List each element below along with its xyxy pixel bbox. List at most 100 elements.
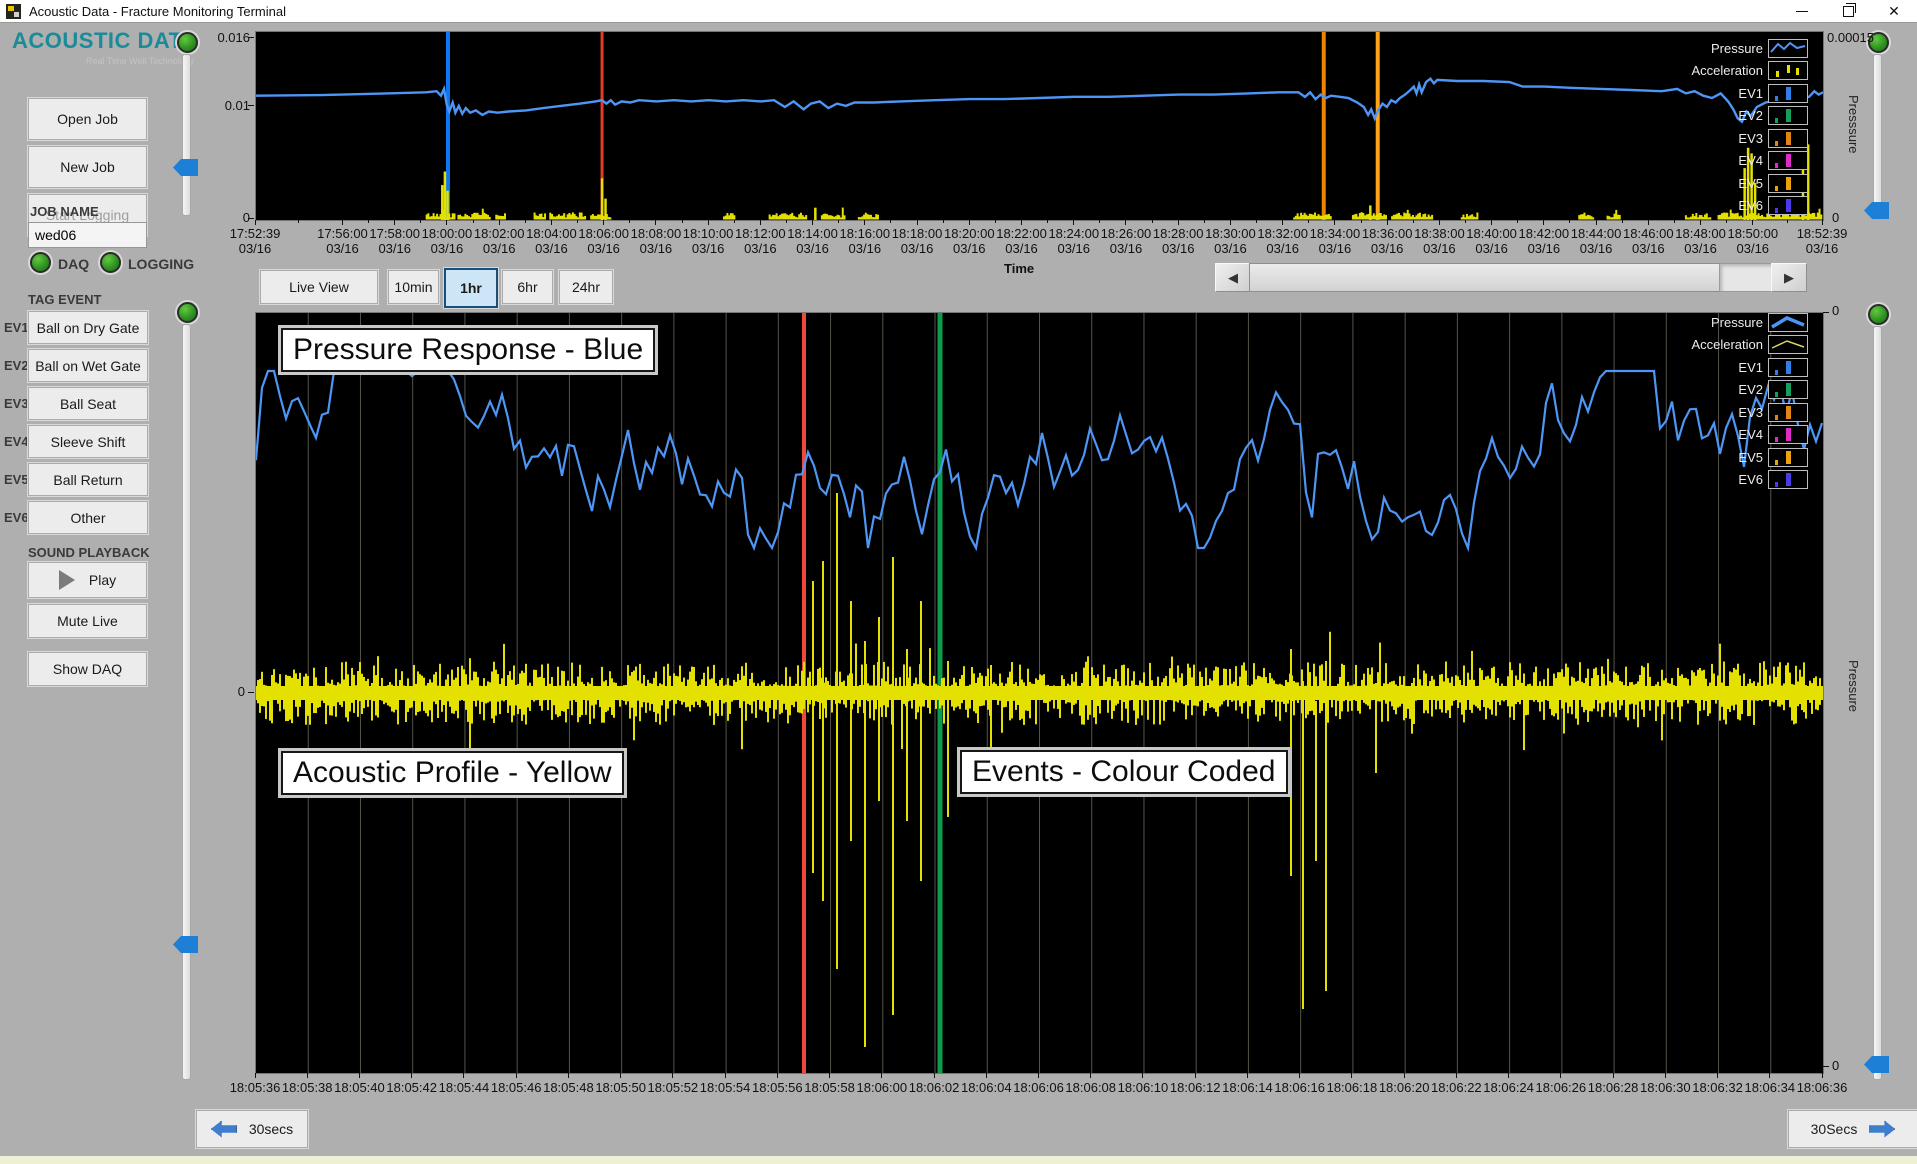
scrollbar-thumb[interactable] [1249,263,1721,292]
legend-item-ev3[interactable]: EV3 [1652,401,1808,424]
arrow-right-icon [1869,1121,1895,1138]
bottom-x-tick-label: 18:05:36 [230,1080,281,1095]
legend-item-ev5[interactable]: EV5 [1652,172,1808,195]
scrollbar-right-arrow[interactable]: ▶ [1771,263,1807,292]
legend-bar-icon [1768,84,1808,103]
legend-item-ev4[interactable]: EV4 [1652,424,1808,447]
restore-icon [1843,6,1854,17]
top-x-tick-label: 18:00:0003/16 [422,226,473,256]
play-button[interactable]: Play [28,562,147,598]
legend-item-pressure[interactable]: Pressure [1652,37,1808,60]
top-x-tick-label: 18:50:0003/16 [1727,226,1778,256]
legend-item-pressure[interactable]: Pressure [1652,311,1808,334]
bottom-right-slider-handle[interactable] [1864,1056,1889,1073]
bottom-x-tick-label: 18:06:04 [961,1080,1012,1095]
bottom-x-tick-label: 18:05:44 [439,1080,490,1095]
legend-label: EV1 [1738,360,1763,375]
top-left-slider-track[interactable] [182,54,191,216]
back-30secs-button[interactable]: 30secs [196,1110,308,1148]
top-x-tick-label: 18:18:0003/16 [892,226,943,256]
minimize-icon [1796,11,1808,12]
top-x-tick-label: 18:34:0003/16 [1310,226,1361,256]
top-x-tick-label: 18:32:0003/16 [1257,226,1308,256]
legend-bar-icon [1768,425,1808,444]
forward-30secs-button[interactable]: 30Secs [1788,1110,1917,1148]
ev1-label: EV1 [4,320,29,335]
legend-dashes-icon [1768,61,1808,80]
top-y-axis-mid: 0.01 [225,98,250,113]
top-x-tick-label: 18:14:0003/16 [787,226,838,256]
mute-live-button[interactable]: Mute Live [28,604,147,638]
labview-app-icon [6,4,21,19]
top-right-axis-max: 0.00015 [1827,30,1874,45]
tag-event-ev4-button[interactable]: Sleeve Shift [28,425,148,458]
window-title: Acoustic Data - Fracture Monitoring Term… [29,4,286,19]
range-6hr-button[interactable]: 6hr [502,270,553,304]
bottom-x-tick-label: 18:06:28 [1588,1080,1639,1095]
legend-item-ev2[interactable]: EV2 [1652,105,1808,128]
scrollbar-left-arrow[interactable]: ◀ [1215,263,1251,292]
tag-event-ev3-button[interactable]: Ball Seat [28,387,148,420]
legend-item-acceleration[interactable]: Acceleration [1652,60,1808,83]
legend-label: Pressure [1711,315,1763,330]
legend-item-ev4[interactable]: EV4 [1652,150,1808,173]
range-24hr-button[interactable]: 24hr [559,270,613,304]
show-daq-button[interactable]: Show DAQ [28,652,147,686]
bottom-strip [0,1156,1917,1164]
legend-item-ev1[interactable]: EV1 [1652,82,1808,105]
tag-event-ev2-button[interactable]: Ball on Wet Gate [28,349,148,382]
close-button[interactable]: ✕ [1871,0,1917,22]
legend-line-icon [1768,39,1808,58]
scrollbar-track[interactable] [1719,263,1773,292]
legend-bar-icon [1768,151,1808,170]
bottom-x-tick-label: 18:05:50 [595,1080,646,1095]
live-view-button[interactable]: Live View [260,270,378,304]
top-left-slider-handle[interactable] [173,159,198,176]
legend-label: EV4 [1738,153,1763,168]
bottom-x-tick-label: 18:06:30 [1640,1080,1691,1095]
top-x-tick-label: 18:30:0003/16 [1205,226,1256,256]
detail-chart-legend: Pressure Acceleration EV1 EV2 EV3 EV4 EV5EV6 [1652,311,1808,491]
legend-item-ev2[interactable]: EV2 [1652,379,1808,402]
bottom-x-tick-label: 18:06:08 [1065,1080,1116,1095]
bottom-right-slider-track[interactable] [1873,326,1882,1080]
legend-item-acceleration[interactable]: Acceleration [1652,334,1808,357]
legend-label: EV2 [1738,382,1763,397]
top-right-slider-handle[interactable] [1864,202,1889,219]
range-1hr-button[interactable]: 1hr [444,268,498,308]
range-10min-button[interactable]: 10min [388,270,439,304]
job-name-input[interactable] [28,222,147,248]
bottom-left-slider-handle[interactable] [173,936,198,953]
tag-event-ev5-button[interactable]: Ball Return [28,463,148,496]
tag-event-ev6-button[interactable]: Other [28,501,148,534]
new-job-button[interactable]: New Job [28,146,147,188]
legend-item-ev1[interactable]: EV1 [1652,356,1808,379]
bottom-x-tick-label: 18:05:48 [543,1080,594,1095]
legend-label: EV4 [1738,427,1763,442]
annotation-pressure-response: Pressure Response - Blue [281,328,655,372]
bottom-left-slider-track[interactable] [182,324,191,1080]
bottom-x-tick-label: 18:05:58 [804,1080,855,1095]
legend-bar-icon [1768,470,1808,489]
restore-button[interactable] [1825,0,1871,22]
overview-chart-plot[interactable] [255,31,1824,221]
tag-event-ev1-button[interactable]: Ball on Dry Gate [28,311,148,344]
top-right-slider-track[interactable] [1873,54,1882,220]
bottom-x-tick-label: 18:06:10 [1118,1080,1169,1095]
legend-item-ev6[interactable]: EV6 [1652,195,1808,218]
logging-label: LOGGING [128,256,194,272]
legend-label: Acceleration [1691,337,1763,352]
legend-item-ev5[interactable]: EV5 [1652,446,1808,469]
bottom-x-tick-label: 18:06:36 [1797,1080,1848,1095]
open-job-button[interactable]: Open Job [28,98,147,140]
logging-led [100,252,121,273]
legend-item-ev6[interactable]: EV6 [1652,469,1808,492]
detail-chart-plot[interactable] [255,312,1824,1074]
top-x-tick-label: 18:28:0003/16 [1153,226,1204,256]
minimize-button[interactable] [1779,0,1825,22]
bottom-x-tick-label: 18:05:42 [386,1080,437,1095]
bottom-x-tick-label: 18:05:52 [648,1080,699,1095]
sound-playback-label: SOUND PLAYBACK [28,545,150,560]
legend-chevron-thin-icon [1768,335,1808,354]
legend-item-ev3[interactable]: EV3 [1652,127,1808,150]
